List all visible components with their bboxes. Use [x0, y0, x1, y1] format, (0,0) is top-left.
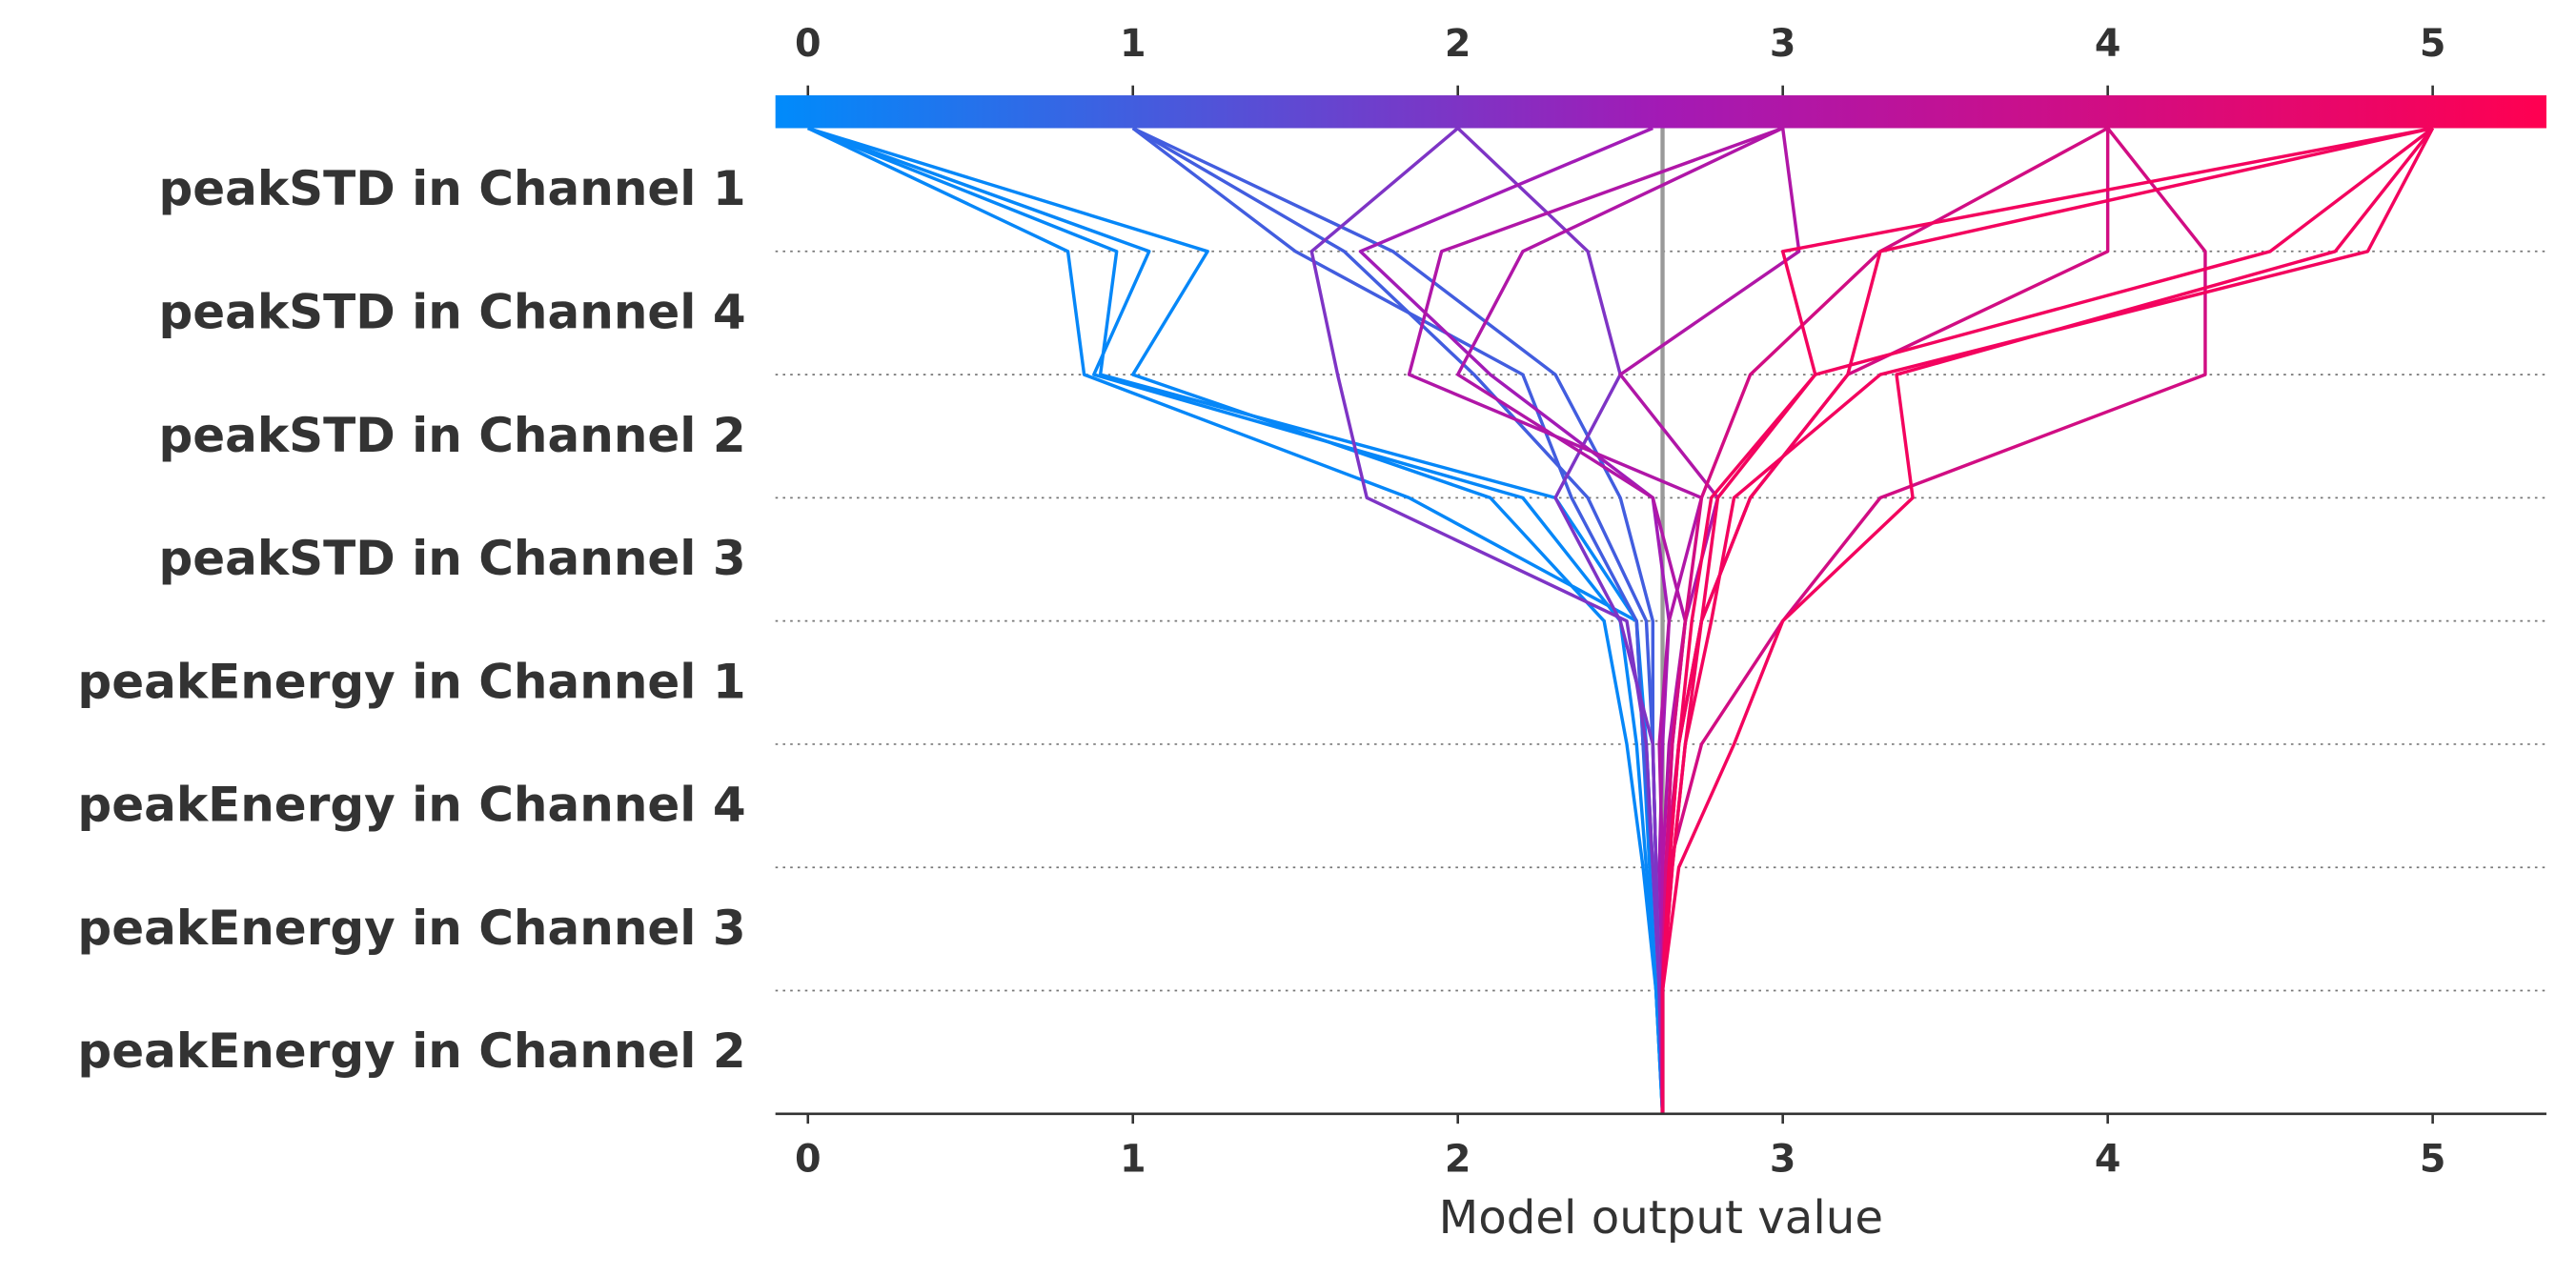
x-tick-label: 2 [1445, 1137, 1471, 1181]
decision-line [807, 126, 1665, 1114]
top-tick-label: 4 [2095, 22, 2121, 66]
decision-line [1660, 127, 2434, 1114]
decision-line [1358, 126, 1672, 1114]
x-tick-label: 5 [2420, 1137, 2446, 1181]
feature-label: peakSTD in Channel 1 [158, 161, 745, 216]
feature-label: peakSTD in Channel 4 [158, 285, 745, 340]
x-axis-label: Model output value [1439, 1191, 1883, 1245]
x-tick-label: 4 [2095, 1137, 2121, 1181]
top-tick-label: 0 [795, 22, 821, 66]
x-tick-label: 0 [795, 1137, 821, 1181]
feature-label: peakEnergy in Channel 2 [77, 1023, 745, 1079]
top-tick-label: 3 [1770, 22, 1796, 66]
feature-label: peakEnergy in Channel 3 [77, 901, 745, 956]
x-tick-label: 1 [1120, 1137, 1146, 1181]
decision-line [1660, 126, 2433, 1114]
decision-line [1456, 127, 1665, 1114]
top-tick-label: 5 [2420, 22, 2446, 66]
colorbar [775, 95, 2546, 129]
x-tick-label: 3 [1770, 1137, 1796, 1181]
feature-label: peakSTD in Channel 3 [158, 531, 745, 586]
top-tick-label: 1 [1120, 22, 1146, 66]
feature-label: peakSTD in Channel 2 [158, 408, 745, 463]
feature-label: peakEnergy in Channel 1 [77, 654, 745, 709]
top-tick-label: 2 [1445, 22, 1471, 66]
feature-label: peakEnergy in Channel 4 [77, 778, 745, 833]
